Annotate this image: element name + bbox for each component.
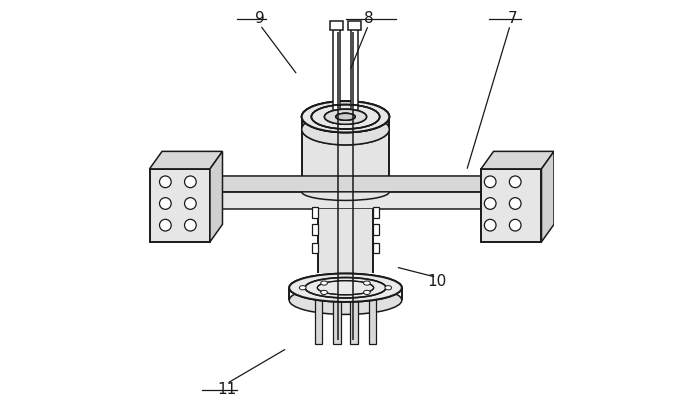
- Polygon shape: [481, 151, 554, 169]
- Ellipse shape: [160, 219, 171, 231]
- Ellipse shape: [321, 281, 328, 285]
- Ellipse shape: [336, 113, 355, 120]
- Ellipse shape: [336, 113, 355, 120]
- Ellipse shape: [509, 198, 521, 209]
- Polygon shape: [319, 208, 372, 273]
- Polygon shape: [149, 169, 210, 242]
- Text: 9: 9: [255, 11, 265, 26]
- Polygon shape: [481, 176, 493, 208]
- Bar: [312, 224, 319, 234]
- Ellipse shape: [290, 274, 401, 302]
- Bar: [372, 208, 379, 218]
- Polygon shape: [542, 151, 554, 242]
- Ellipse shape: [385, 286, 392, 290]
- Text: 10: 10: [428, 274, 447, 289]
- Ellipse shape: [184, 198, 196, 209]
- Ellipse shape: [302, 114, 389, 145]
- Ellipse shape: [302, 183, 389, 201]
- Bar: [330, 21, 343, 30]
- Bar: [312, 208, 319, 218]
- Polygon shape: [210, 151, 223, 242]
- Ellipse shape: [160, 198, 171, 209]
- Ellipse shape: [299, 286, 306, 290]
- Ellipse shape: [509, 176, 521, 188]
- Ellipse shape: [484, 198, 496, 209]
- Bar: [312, 243, 319, 253]
- Bar: [372, 243, 379, 253]
- Ellipse shape: [184, 219, 196, 231]
- Ellipse shape: [325, 109, 366, 124]
- Ellipse shape: [484, 219, 496, 231]
- Text: 7: 7: [507, 11, 517, 26]
- Polygon shape: [210, 176, 493, 192]
- Ellipse shape: [184, 176, 196, 188]
- Text: 11: 11: [217, 382, 236, 397]
- Ellipse shape: [302, 101, 389, 133]
- Ellipse shape: [321, 290, 328, 294]
- Bar: [369, 296, 377, 344]
- Ellipse shape: [302, 101, 389, 133]
- Polygon shape: [149, 151, 223, 169]
- Text: 8: 8: [363, 11, 373, 26]
- Ellipse shape: [509, 219, 521, 231]
- Ellipse shape: [160, 176, 171, 188]
- Ellipse shape: [302, 114, 389, 145]
- Ellipse shape: [302, 101, 389, 133]
- Polygon shape: [210, 192, 481, 208]
- Bar: [332, 23, 340, 112]
- Bar: [372, 224, 379, 234]
- Bar: [333, 296, 341, 344]
- Ellipse shape: [363, 290, 370, 294]
- Ellipse shape: [290, 274, 401, 302]
- Ellipse shape: [363, 281, 370, 285]
- Polygon shape: [481, 169, 542, 242]
- Ellipse shape: [325, 109, 366, 124]
- Bar: [351, 23, 359, 112]
- Bar: [350, 296, 358, 344]
- Bar: [348, 21, 361, 30]
- Ellipse shape: [484, 176, 496, 188]
- Ellipse shape: [336, 113, 355, 120]
- Ellipse shape: [290, 286, 401, 314]
- Ellipse shape: [325, 109, 366, 124]
- Polygon shape: [302, 117, 389, 192]
- Bar: [314, 296, 322, 344]
